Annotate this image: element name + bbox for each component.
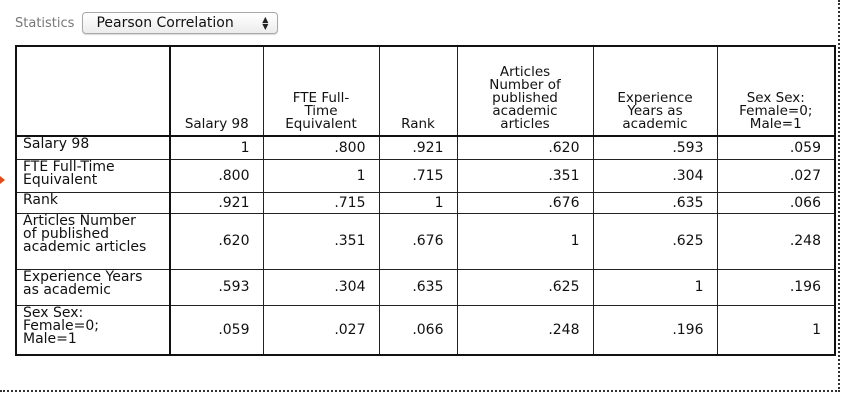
row-header: Rank [15, 191, 171, 214]
row-header: FTE Full-Time Equivalent [15, 158, 171, 193]
table-cell: .593 [592, 135, 718, 160]
statistics-dropdown-value: Pearson Correlation [96, 15, 234, 31]
table-row: FTE Full-Time Equivalent .800 1.715.351.304… [15, 158, 836, 193]
table-cell: .059 [169, 304, 264, 356]
table-cell: 1 [169, 135, 264, 160]
header-row: Salary 98 FTE Full- Time Equivalent Rank A… [15, 45, 836, 137]
table-cell: .351 [456, 158, 594, 193]
table-cell: .059 [716, 135, 836, 160]
column-header: Experience Years as academic [592, 45, 718, 137]
table-cell: .248 [716, 212, 836, 270]
table-cell: .800 [262, 135, 380, 160]
table-cell: .593 [169, 268, 264, 306]
table-cell: .027 [716, 158, 836, 193]
table-cell: .625 [456, 268, 594, 306]
statistics-label: Statistics [15, 15, 75, 31]
row-header: Sex Sex: Female=0; Male=1 [15, 304, 171, 356]
table-cell: .620 [169, 212, 264, 270]
column-header: Rank [378, 45, 458, 137]
table-cell: 1 [592, 268, 718, 306]
column-header: Sex Sex: Female=0; Male=1 [716, 45, 836, 137]
table-cell: .715 [378, 158, 458, 193]
row-header: Experience Years as academic [15, 268, 171, 306]
table-cell: .304 [262, 268, 380, 306]
table-row: Salary 98 1.800.921.620.593.059 [15, 135, 836, 160]
table-cell: .351 [262, 212, 380, 270]
table-cell: .066 [716, 191, 836, 214]
statistics-bar: Statistics Pearson Correlation ▲ ▼ [15, 10, 279, 36]
row-header: Salary 98 [15, 135, 171, 160]
table-row: Experience Years as academic .593.304.635.… [15, 268, 836, 306]
table-row: Rank .921.715 1.676.635.066 [15, 191, 836, 214]
selection-border-right [838, 0, 840, 392]
table-cell: .800 [169, 158, 264, 193]
corner-cell [15, 45, 171, 137]
table-row: Sex Sex: Female=0; Male=1.059.027.066.248.… [15, 304, 836, 356]
table-cell: 1 [378, 191, 458, 214]
table-row: Articles Number of published academic arti… [15, 212, 836, 270]
table-cell: .196 [592, 304, 718, 356]
row-marker-icon [0, 176, 5, 184]
statistics-dropdown[interactable]: Pearson Correlation ▲ ▼ [82, 12, 279, 34]
column-header: Articles Number of published academic articl… [456, 45, 594, 137]
row-header: Articles Number of published academic arti… [15, 212, 171, 270]
table-cell: 1 [262, 158, 380, 193]
table-cell: .248 [456, 304, 594, 356]
table-cell: .921 [378, 135, 458, 160]
table-cell: .196 [716, 268, 836, 306]
table-cell: .304 [592, 158, 718, 193]
table-cell: .027 [262, 304, 380, 356]
selection-border-bottom [0, 390, 840, 392]
table-cell: .635 [592, 191, 718, 214]
table-cell: .625 [592, 212, 718, 270]
table-cell: .620 [456, 135, 594, 160]
table-cell: 1 [456, 212, 594, 270]
table-cell: .676 [456, 191, 594, 214]
updown-arrows-icon: ▲ ▼ [262, 15, 269, 31]
correlation-table: Salary 98 FTE Full- Time Equivalent Rank A… [15, 45, 836, 356]
table-cell: .921 [169, 191, 264, 214]
column-header: FTE Full- Time Equivalent [262, 45, 380, 137]
table-cell: .635 [378, 268, 458, 306]
table-cell: .715 [262, 191, 380, 214]
table-cell: .676 [378, 212, 458, 270]
column-header: Salary 98 [169, 45, 264, 137]
table-cell: 1 [716, 304, 836, 356]
table-cell: .066 [378, 304, 458, 356]
